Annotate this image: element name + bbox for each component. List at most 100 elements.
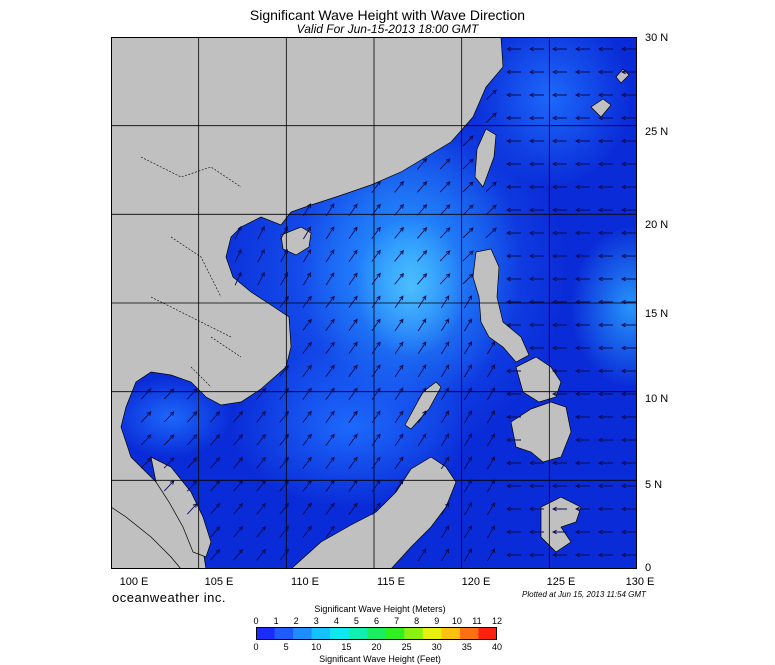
wave-arrow	[210, 433, 221, 446]
colorbar-segment	[274, 627, 294, 640]
wave-arrow	[325, 249, 335, 263]
wave-arrow	[551, 69, 567, 75]
wave-arrow	[620, 230, 636, 236]
wave-arrow	[371, 410, 381, 423]
wave-arrow	[303, 249, 312, 263]
colorbar-feet-tick: 35	[461, 642, 472, 652]
wave-arrow	[439, 181, 451, 193]
wave-arrow	[464, 525, 473, 539]
colorbar-frame	[256, 627, 497, 640]
wave-arrow	[462, 135, 474, 147]
wave-arrow	[620, 92, 636, 98]
hainan-island	[280, 226, 312, 256]
wave-arrow	[302, 410, 312, 423]
wave-arrow	[279, 387, 289, 400]
wave-arrow	[597, 230, 613, 236]
wave-arrow	[485, 89, 497, 101]
wave-arrow	[140, 388, 152, 400]
wave-arrow	[186, 388, 198, 400]
wave-arrow	[464, 364, 473, 378]
wave-arrow	[234, 225, 242, 240]
wave-arrow	[620, 115, 636, 121]
wave-arrow	[233, 433, 244, 446]
wave-arrow	[620, 184, 636, 190]
wave-arrow	[186, 457, 198, 469]
wave-arrow	[440, 295, 450, 309]
wave-arrow	[325, 410, 335, 423]
wave-arrow	[440, 364, 450, 378]
wave-arrow	[257, 225, 265, 240]
wave-arrow	[348, 410, 358, 423]
wave-arrow	[186, 480, 198, 492]
wave-arrow	[528, 115, 544, 121]
wave-arrow	[485, 204, 497, 216]
wave-arrow	[348, 456, 358, 469]
sumatra-island	[111, 506, 182, 569]
wave-arrow	[528, 69, 544, 75]
wave-arrow	[417, 295, 427, 309]
wave-arrow	[505, 299, 521, 305]
wave-arrow	[371, 272, 381, 285]
wave-arrow	[487, 479, 496, 493]
wave-arrow	[417, 318, 427, 332]
lon-label: 125 E	[546, 576, 576, 588]
wave-arrow	[371, 479, 381, 492]
borneo-island	[290, 456, 457, 569]
colorbar-segment	[330, 627, 350, 640]
wave-arrow	[597, 437, 613, 443]
colorbar-meters-tick: 6	[373, 616, 379, 626]
wave-arrow	[528, 138, 544, 144]
wave-arrow	[279, 525, 289, 538]
wave-arrow	[256, 479, 267, 492]
wave-arrow	[597, 184, 613, 190]
colorbar-meters-tick: 8	[414, 616, 420, 626]
wave-arrow	[487, 364, 496, 378]
wave-arrow	[505, 115, 521, 121]
wave-arrow	[417, 157, 428, 170]
wave-arrow	[302, 341, 312, 354]
wave-arrow	[597, 92, 613, 98]
wave-arrow	[574, 414, 590, 420]
wave-arrow	[439, 273, 451, 285]
wave-arrow	[256, 548, 267, 561]
wave-arrow	[528, 322, 544, 328]
wave-arrow	[440, 502, 450, 516]
wave-arrow	[597, 368, 613, 374]
wave-arrow	[325, 272, 335, 286]
wave-arrow	[394, 226, 405, 239]
wave-arrow	[256, 410, 267, 423]
wave-arrow	[551, 138, 567, 144]
wave-arrow	[140, 411, 152, 423]
wave-arrow	[302, 525, 312, 538]
wave-arrow	[528, 483, 544, 489]
wave-arrow	[417, 341, 427, 355]
wave-arrow	[620, 391, 636, 397]
wave-arrow	[574, 552, 590, 558]
taiwan-island	[474, 128, 497, 188]
wave-arrow	[302, 433, 312, 446]
map-title: Significant Wave Height with Wave Direct…	[249, 7, 526, 23]
wave-arrow	[234, 248, 242, 263]
wave-arrow	[551, 253, 567, 259]
wave-arrow	[163, 411, 175, 423]
wave-arrow	[280, 226, 288, 240]
wave-arrow	[551, 299, 567, 305]
wave-arrow	[439, 204, 451, 216]
wave-arrow	[210, 456, 221, 469]
wave-arrow	[140, 457, 152, 469]
inland-borders	[140, 156, 242, 388]
colorbar-feet-tick: 0	[253, 642, 259, 652]
wave-arrow	[394, 295, 404, 309]
wave-arrow	[417, 203, 428, 216]
wave-arrow	[440, 410, 450, 424]
wave-arrow	[257, 248, 265, 263]
wave-arrow	[528, 46, 544, 52]
wave-arrow	[371, 364, 381, 377]
wave-arrow	[394, 180, 405, 193]
wave-arrow	[505, 92, 521, 98]
wave-arrow	[302, 479, 312, 492]
wave-arrow	[620, 69, 636, 75]
wave-arrow	[505, 437, 521, 443]
wave-arrow	[597, 345, 613, 351]
wave-arrow	[371, 456, 381, 469]
